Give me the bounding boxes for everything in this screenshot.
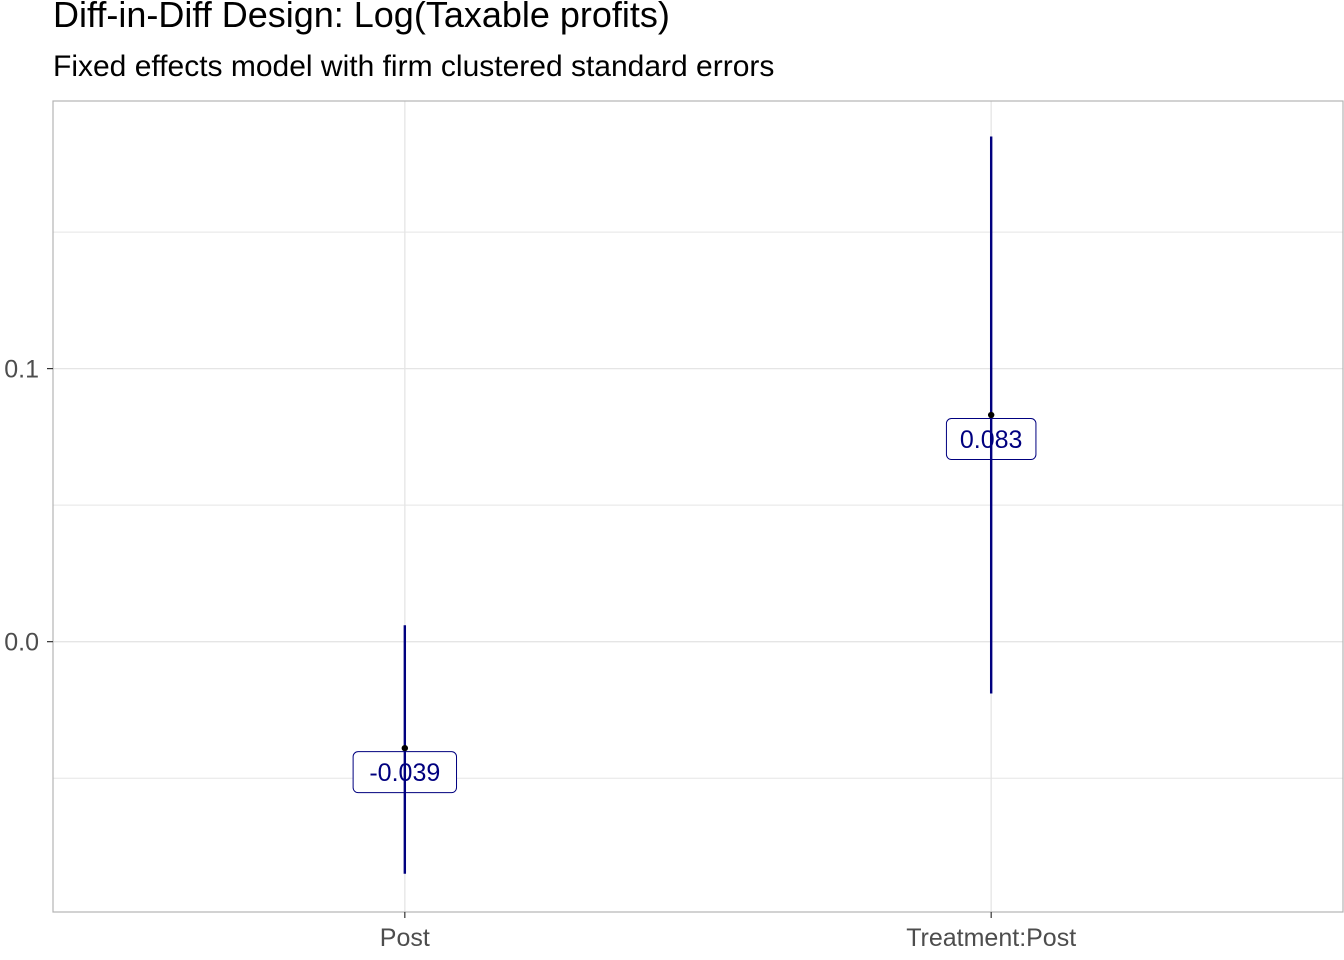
panel-border (52, 100, 1344, 913)
x-tick-label: Treatment:Post (906, 924, 1076, 952)
chart-subtitle: Fixed effects model with firm clustered … (53, 50, 775, 83)
point-estimate (401, 744, 409, 752)
axis-ticks: 0.0 0.1 Post Treatment:Post (4, 356, 1076, 952)
y-tick-label: 0.1 (4, 356, 39, 384)
y-tick-label: 0.0 (4, 629, 39, 657)
point-estimate (987, 411, 995, 419)
chart-title: Diff-in-Diff Design: Log(Taxable profits… (53, 0, 670, 35)
grid-lines (53, 101, 1343, 912)
x-tick-label: Post (380, 924, 430, 952)
